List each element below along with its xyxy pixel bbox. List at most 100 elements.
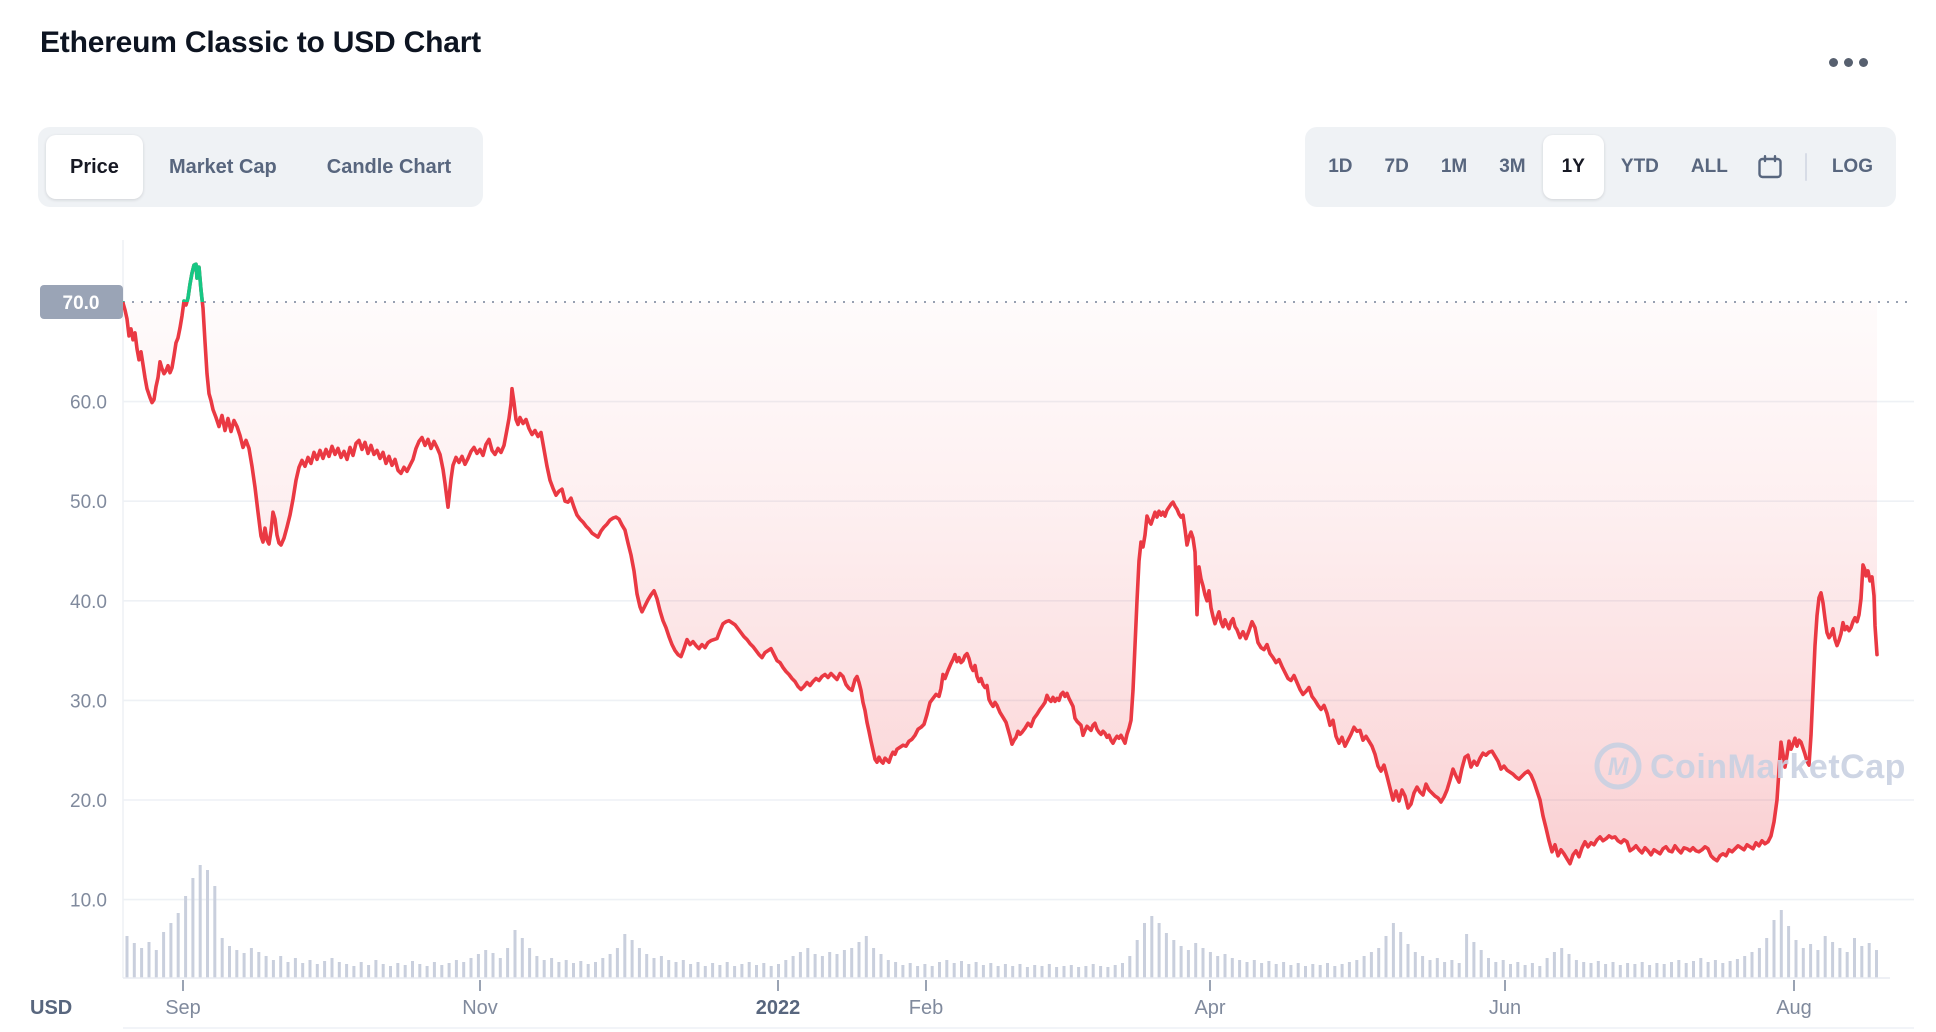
volume-bar <box>1699 958 1703 978</box>
drawdown-area-fill <box>123 302 1877 864</box>
tab-candle-chart[interactable]: Candle Chart <box>303 135 475 199</box>
x-label-jun: Jun <box>1489 997 1521 1019</box>
range-1d[interactable]: 1D <box>1313 135 1367 199</box>
volume-bar <box>1406 944 1410 978</box>
tab-market-cap[interactable]: Market Cap <box>145 135 301 199</box>
volume-bar <box>1157 923 1161 978</box>
volume-bar <box>345 964 349 978</box>
price-line-red <box>121 262 1879 866</box>
volume-bar <box>594 962 597 978</box>
volume-bar <box>1143 923 1146 978</box>
volume-bar <box>411 961 414 978</box>
volume-bar <box>1706 962 1710 978</box>
volume-bar <box>1633 964 1637 978</box>
volume-bar <box>1809 944 1813 978</box>
volume-bar <box>389 966 392 978</box>
range-7d[interactable]: 7D <box>1370 135 1424 199</box>
volume-bar <box>1523 965 1527 978</box>
volume-bar <box>1662 964 1666 978</box>
volume-bar <box>184 896 188 978</box>
coinmarketcap-logo-letter: M <box>1608 753 1630 781</box>
volume-bar <box>1128 956 1132 978</box>
range-ytd[interactable]: YTD <box>1606 135 1674 199</box>
range-all[interactable]: ALL <box>1676 135 1743 199</box>
x-label-sep: Sep <box>165 997 201 1019</box>
volume-bar <box>147 942 151 978</box>
volume-bar <box>1465 934 1469 978</box>
volume-bar <box>498 958 502 978</box>
volume-bar <box>762 963 766 978</box>
toolbar-divider <box>1804 153 1807 181</box>
dot-icon <box>1844 58 1853 67</box>
volume-bar <box>1296 963 1300 978</box>
volume-bar <box>1062 966 1066 978</box>
volume-bar <box>308 960 312 978</box>
volume-bar <box>806 948 810 978</box>
volume-bars <box>125 865 1878 978</box>
volume-bar <box>191 878 195 978</box>
volume-bar <box>733 966 737 978</box>
volume-bar <box>1238 960 1242 978</box>
volume-bar <box>1018 964 1022 978</box>
volume-bar <box>528 948 532 978</box>
x-label-apr: Apr <box>1194 997 1225 1019</box>
volume-bar <box>1267 961 1271 978</box>
volume-bar <box>1121 963 1124 978</box>
volume-bar <box>1450 960 1454 978</box>
volume-bar <box>1567 954 1571 978</box>
volume-bar <box>1509 964 1512 978</box>
volume-bar <box>674 962 678 978</box>
volume-bar <box>967 964 971 978</box>
volume-bar <box>777 964 780 978</box>
more-options-button[interactable] <box>1823 52 1874 73</box>
volume-bar <box>1428 960 1432 978</box>
volume-bar <box>1494 962 1498 978</box>
tab-price[interactable]: Price <box>46 135 143 199</box>
volume-bar <box>1779 910 1783 978</box>
volume-bar <box>1055 967 1059 978</box>
volume-bar <box>557 962 561 978</box>
volume-bar <box>1640 962 1644 978</box>
y-label-20: 20.0 <box>70 791 107 812</box>
volume-bar <box>1091 964 1095 978</box>
volume-bar <box>418 964 422 978</box>
volume-bar <box>908 963 912 978</box>
calendar-button[interactable] <box>1745 135 1795 199</box>
volume-bar <box>462 962 466 978</box>
volume-bar <box>1867 943 1871 978</box>
log-scale-button[interactable]: LOG <box>1817 135 1888 199</box>
y-label-50: 50.0 <box>70 492 107 513</box>
range-3m[interactable]: 3M <box>1484 135 1540 199</box>
volume-bar <box>740 964 744 978</box>
volume-bar <box>645 954 649 978</box>
volume-bar <box>484 950 488 978</box>
volume-bar <box>257 952 261 978</box>
volume-bar <box>1025 967 1029 978</box>
volume-bar <box>1391 923 1395 978</box>
volume-bar <box>1582 962 1586 978</box>
ath-badge-label: 70.0 <box>63 293 100 314</box>
volume-bar <box>938 962 941 978</box>
volume-bar <box>367 965 371 978</box>
volume-bar <box>1794 940 1798 978</box>
y-label-10: 10.0 <box>70 891 107 912</box>
volume-bar <box>1743 956 1747 978</box>
range-1m[interactable]: 1M <box>1426 135 1482 199</box>
volume-bar <box>235 950 239 978</box>
volume-bar <box>1304 966 1307 978</box>
volume-bar <box>447 963 451 978</box>
volume-bar <box>1355 960 1359 978</box>
volume-bar <box>608 954 612 978</box>
volume-bar <box>213 886 217 978</box>
range-1y[interactable]: 1Y <box>1542 135 1604 199</box>
volume-bar <box>374 960 378 978</box>
volume-bar <box>1677 960 1681 978</box>
volume-bar <box>725 962 729 978</box>
volume-bar <box>872 948 876 978</box>
volume-bar <box>1692 961 1695 978</box>
volume-bar <box>1011 966 1015 978</box>
volume-bar <box>1728 961 1732 978</box>
volume-bar <box>901 965 905 978</box>
x-label-feb: Feb <box>909 997 943 1019</box>
